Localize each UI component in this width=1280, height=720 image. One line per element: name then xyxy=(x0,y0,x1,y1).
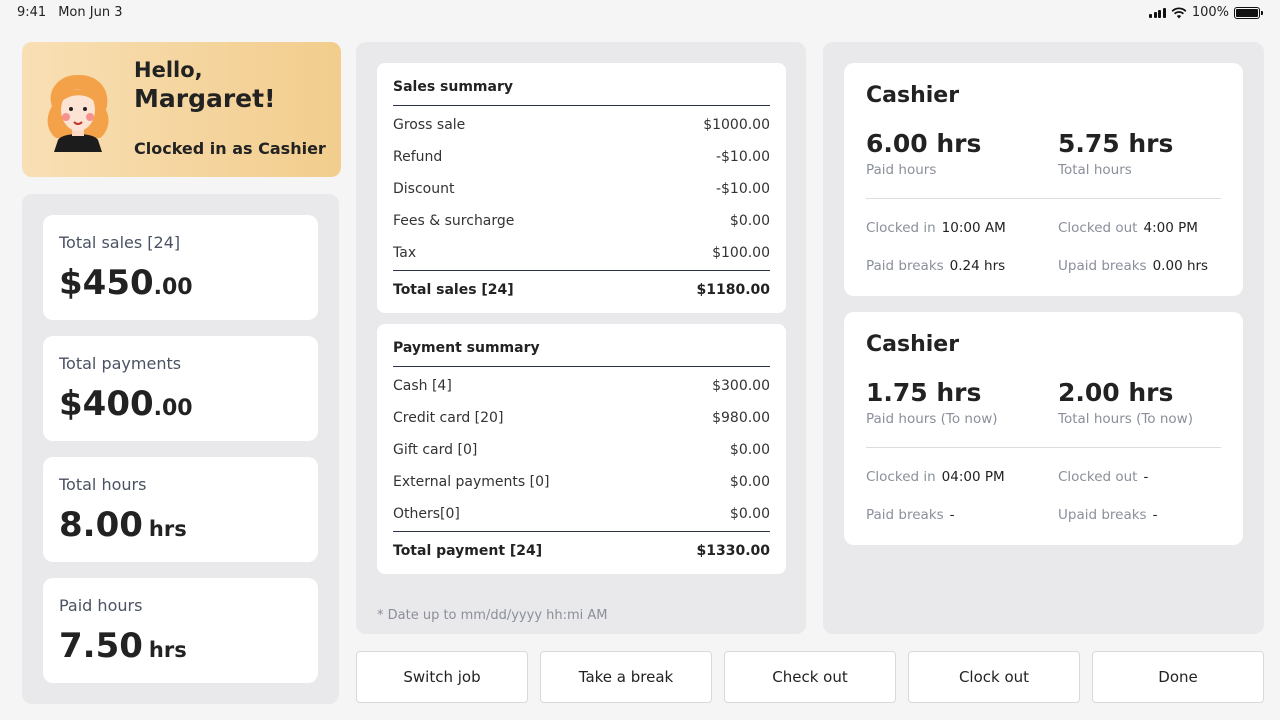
switch-job-button[interactable]: Switch job xyxy=(356,651,528,703)
divider xyxy=(866,198,1221,199)
stat-value: $400.00 xyxy=(59,384,193,424)
divider xyxy=(393,105,770,106)
summary-row: Cash [4] $300.00 xyxy=(393,378,770,394)
job-title: Cashier xyxy=(866,83,960,108)
divider xyxy=(393,366,770,367)
clocked-out-detail: Clocked out - xyxy=(1058,469,1149,485)
summary-row: Refund -$10.00 xyxy=(393,149,770,165)
greeting-card: Hello, Margaret! Clocked in as Cashier xyxy=(22,42,341,177)
total-hours-card: Total hours 8.00 hrs xyxy=(43,457,318,562)
stat-value: 7.50 hrs xyxy=(59,626,187,666)
paid-hours-card: Paid hours 7.50 hrs xyxy=(43,578,318,683)
cellular-signal-icon xyxy=(1149,7,1166,18)
stat-value: $450.00 xyxy=(59,263,193,303)
stats-panel: Total sales [24] $450.00 Total payments … xyxy=(22,194,339,704)
status-bar: 9:41 Mon Jun 3 100% xyxy=(0,0,1280,26)
avatar xyxy=(47,74,109,152)
summary-row: Others[0] $0.00 xyxy=(393,506,770,522)
summary-row: External payments [0] $0.00 xyxy=(393,474,770,490)
paid-breaks-detail: Paid breaks 0.24 hrs xyxy=(866,258,1006,274)
battery-icon xyxy=(1234,6,1263,19)
take-break-button[interactable]: Take a break xyxy=(540,651,712,703)
status-date: Mon Jun 3 xyxy=(58,5,123,20)
divider xyxy=(866,447,1221,448)
done-button[interactable]: Done xyxy=(1092,651,1264,703)
summary-row: Discount -$10.00 xyxy=(393,181,770,197)
payment-summary-title: Payment summary xyxy=(393,340,540,356)
user-name: Margaret! xyxy=(134,84,276,113)
total-sales-card: Total sales [24] $450.00 xyxy=(43,215,318,320)
stat-label: Total hours xyxy=(59,475,147,494)
job-card: Cashier 6.00 hrs Paid hours 5.75 hrs Tot… xyxy=(844,63,1243,296)
clocked-in-detail: Clocked in 10:00 AM xyxy=(866,220,1006,236)
job-title: Cashier xyxy=(866,332,960,357)
total-hours-label: Total hours xyxy=(1058,162,1132,178)
stat-label: Total sales [24] xyxy=(59,233,181,252)
paid-breaks-detail: Paid breaks - xyxy=(866,507,955,523)
summary-panel: Sales summary Gross sale $1000.00 Refund -… xyxy=(356,42,806,634)
paid-hours-value: 6.00 hrs xyxy=(866,129,982,158)
clocked-in-detail: Clocked in 04:00 PM xyxy=(866,469,1005,485)
summary-row: Credit card [20] $980.00 xyxy=(393,410,770,426)
battery-percent: 100% xyxy=(1191,5,1229,20)
payment-summary-card: Payment summary Cash [4] $300.00 Credit c… xyxy=(377,324,786,574)
total-hours-label: Total hours (To now) xyxy=(1058,411,1193,427)
sales-summary-title: Sales summary xyxy=(393,79,513,95)
job-card: Cashier 1.75 hrs Paid hours (To now) 2.0… xyxy=(844,312,1243,545)
paid-hours-label: Paid hours xyxy=(866,162,937,178)
jobs-panel: Cashier 6.00 hrs Paid hours 5.75 hrs Tot… xyxy=(823,42,1264,634)
clocked-in-role: Clocked in as Cashier xyxy=(134,139,326,158)
stat-value: 8.00 hrs xyxy=(59,505,187,545)
wifi-icon xyxy=(1171,6,1187,18)
total-payments-card: Total payments $400.00 xyxy=(43,336,318,441)
summary-row: Gross sale $1000.00 xyxy=(393,117,770,133)
summary-row: Tax $100.00 xyxy=(393,245,770,261)
summary-total-row: Total sales [24] $1180.00 xyxy=(393,282,770,298)
clock-out-button[interactable]: Clock out xyxy=(908,651,1080,703)
greeting-hello: Hello, xyxy=(134,58,203,82)
sales-summary-card: Sales summary Gross sale $1000.00 Refund -… xyxy=(377,63,786,313)
divider xyxy=(393,531,770,532)
unpaid-breaks-detail: Upaid breaks 0.00 hrs xyxy=(1058,258,1209,274)
check-out-button[interactable]: Check out xyxy=(724,651,896,703)
paid-hours-value: 1.75 hrs xyxy=(866,378,982,407)
status-time: 9:41 xyxy=(17,5,47,20)
summary-total-row: Total payment [24] $1330.00 xyxy=(393,543,770,559)
summary-row: Fees & surcharge $0.00 xyxy=(393,213,770,229)
divider xyxy=(393,270,770,271)
date-footnote: * Date up to mm/dd/yyyy hh:mi AM xyxy=(377,608,608,623)
stat-label: Paid hours xyxy=(59,596,143,615)
total-hours-value: 2.00 hrs xyxy=(1058,378,1174,407)
clocked-out-detail: Clocked out 4:00 PM xyxy=(1058,220,1198,236)
total-hours-value: 5.75 hrs xyxy=(1058,129,1174,158)
paid-hours-label: Paid hours (To now) xyxy=(866,411,998,427)
stat-label: Total payments xyxy=(59,354,182,373)
summary-row: Gift card [0] $0.00 xyxy=(393,442,770,458)
unpaid-breaks-detail: Upaid breaks - xyxy=(1058,507,1158,523)
